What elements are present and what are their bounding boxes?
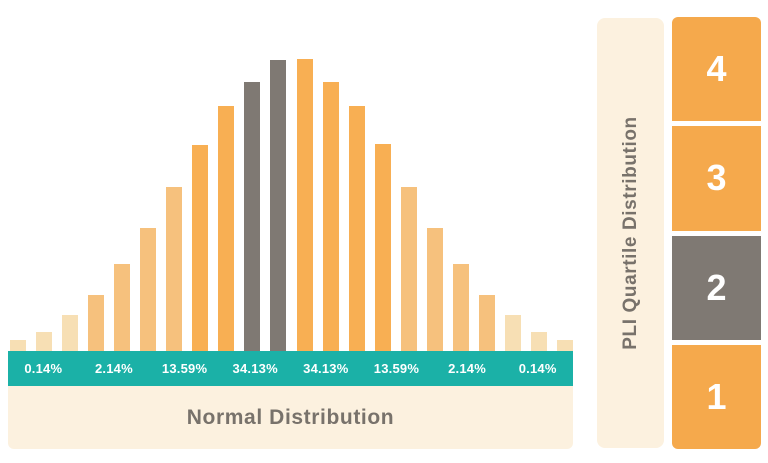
quartile-boxes: 4 3 2 1	[672, 17, 761, 449]
quartile-number-1: 1	[706, 375, 727, 417]
quartile-box-4: 4	[672, 17, 761, 122]
quartile-number-3: 3	[706, 157, 727, 199]
histogram-bar-1	[10, 340, 26, 351]
histogram-bar-13	[322, 82, 339, 351]
chart-caption: Normal Distribution	[186, 405, 395, 429]
sigma-label-6: 13.59%	[373, 361, 420, 376]
sigma-label-5: 34.13%	[303, 361, 349, 376]
histogram-bar-8	[192, 145, 209, 351]
histogram-bar-5	[114, 264, 131, 351]
sigma-label-3: 13.59%	[161, 361, 208, 376]
quartile-box-3: 3	[672, 126, 761, 231]
histogram-bars	[10, 59, 573, 351]
histogram-bar-19	[478, 295, 495, 351]
histogram-bar-11	[270, 60, 287, 351]
sigma-label-1: 0.14%	[24, 361, 63, 376]
histogram-bar-10	[244, 82, 261, 351]
histogram-bar-17	[426, 228, 443, 351]
quartile-number-2: 2	[706, 266, 727, 308]
histogram-bar-14	[348, 106, 365, 351]
quartile-panel-title: PLI Quartile Distribution	[619, 116, 641, 350]
quartile-box-2: 2	[672, 235, 761, 340]
histogram-bar-9	[218, 106, 235, 351]
histogram-bar-2	[36, 332, 53, 351]
histogram-bar-6	[140, 228, 157, 351]
sigma-label-4: 34.13%	[232, 361, 278, 376]
quartile-panel-label-bar: PLI Quartile Distribution	[597, 18, 664, 448]
sigma-label-8: 0.14%	[518, 361, 557, 376]
sigma-label-7: 2.14%	[448, 361, 486, 376]
histogram-bar-4	[88, 295, 105, 351]
histogram-bar-12	[296, 59, 313, 351]
histogram-bar-22	[556, 340, 573, 351]
histogram-bar-20	[504, 315, 521, 351]
histogram-bar-21	[530, 332, 547, 351]
sigma-percentage-band: 0.14% 2.14% 13.59% 34.13% 34.13% 13.59% 2.14% 0…	[8, 351, 573, 386]
histogram-bar-16	[400, 187, 417, 351]
histogram-bar-7	[166, 187, 183, 351]
chart-caption-box: Normal Distribution	[8, 386, 573, 449]
histogram-bar-15	[374, 144, 391, 351]
quartile-number-4: 4	[706, 48, 727, 90]
quartile-box-1: 1	[672, 344, 761, 449]
histogram-bar-18	[452, 264, 469, 351]
histogram-bar-3	[62, 315, 79, 351]
sigma-label-2: 2.14%	[95, 361, 133, 376]
